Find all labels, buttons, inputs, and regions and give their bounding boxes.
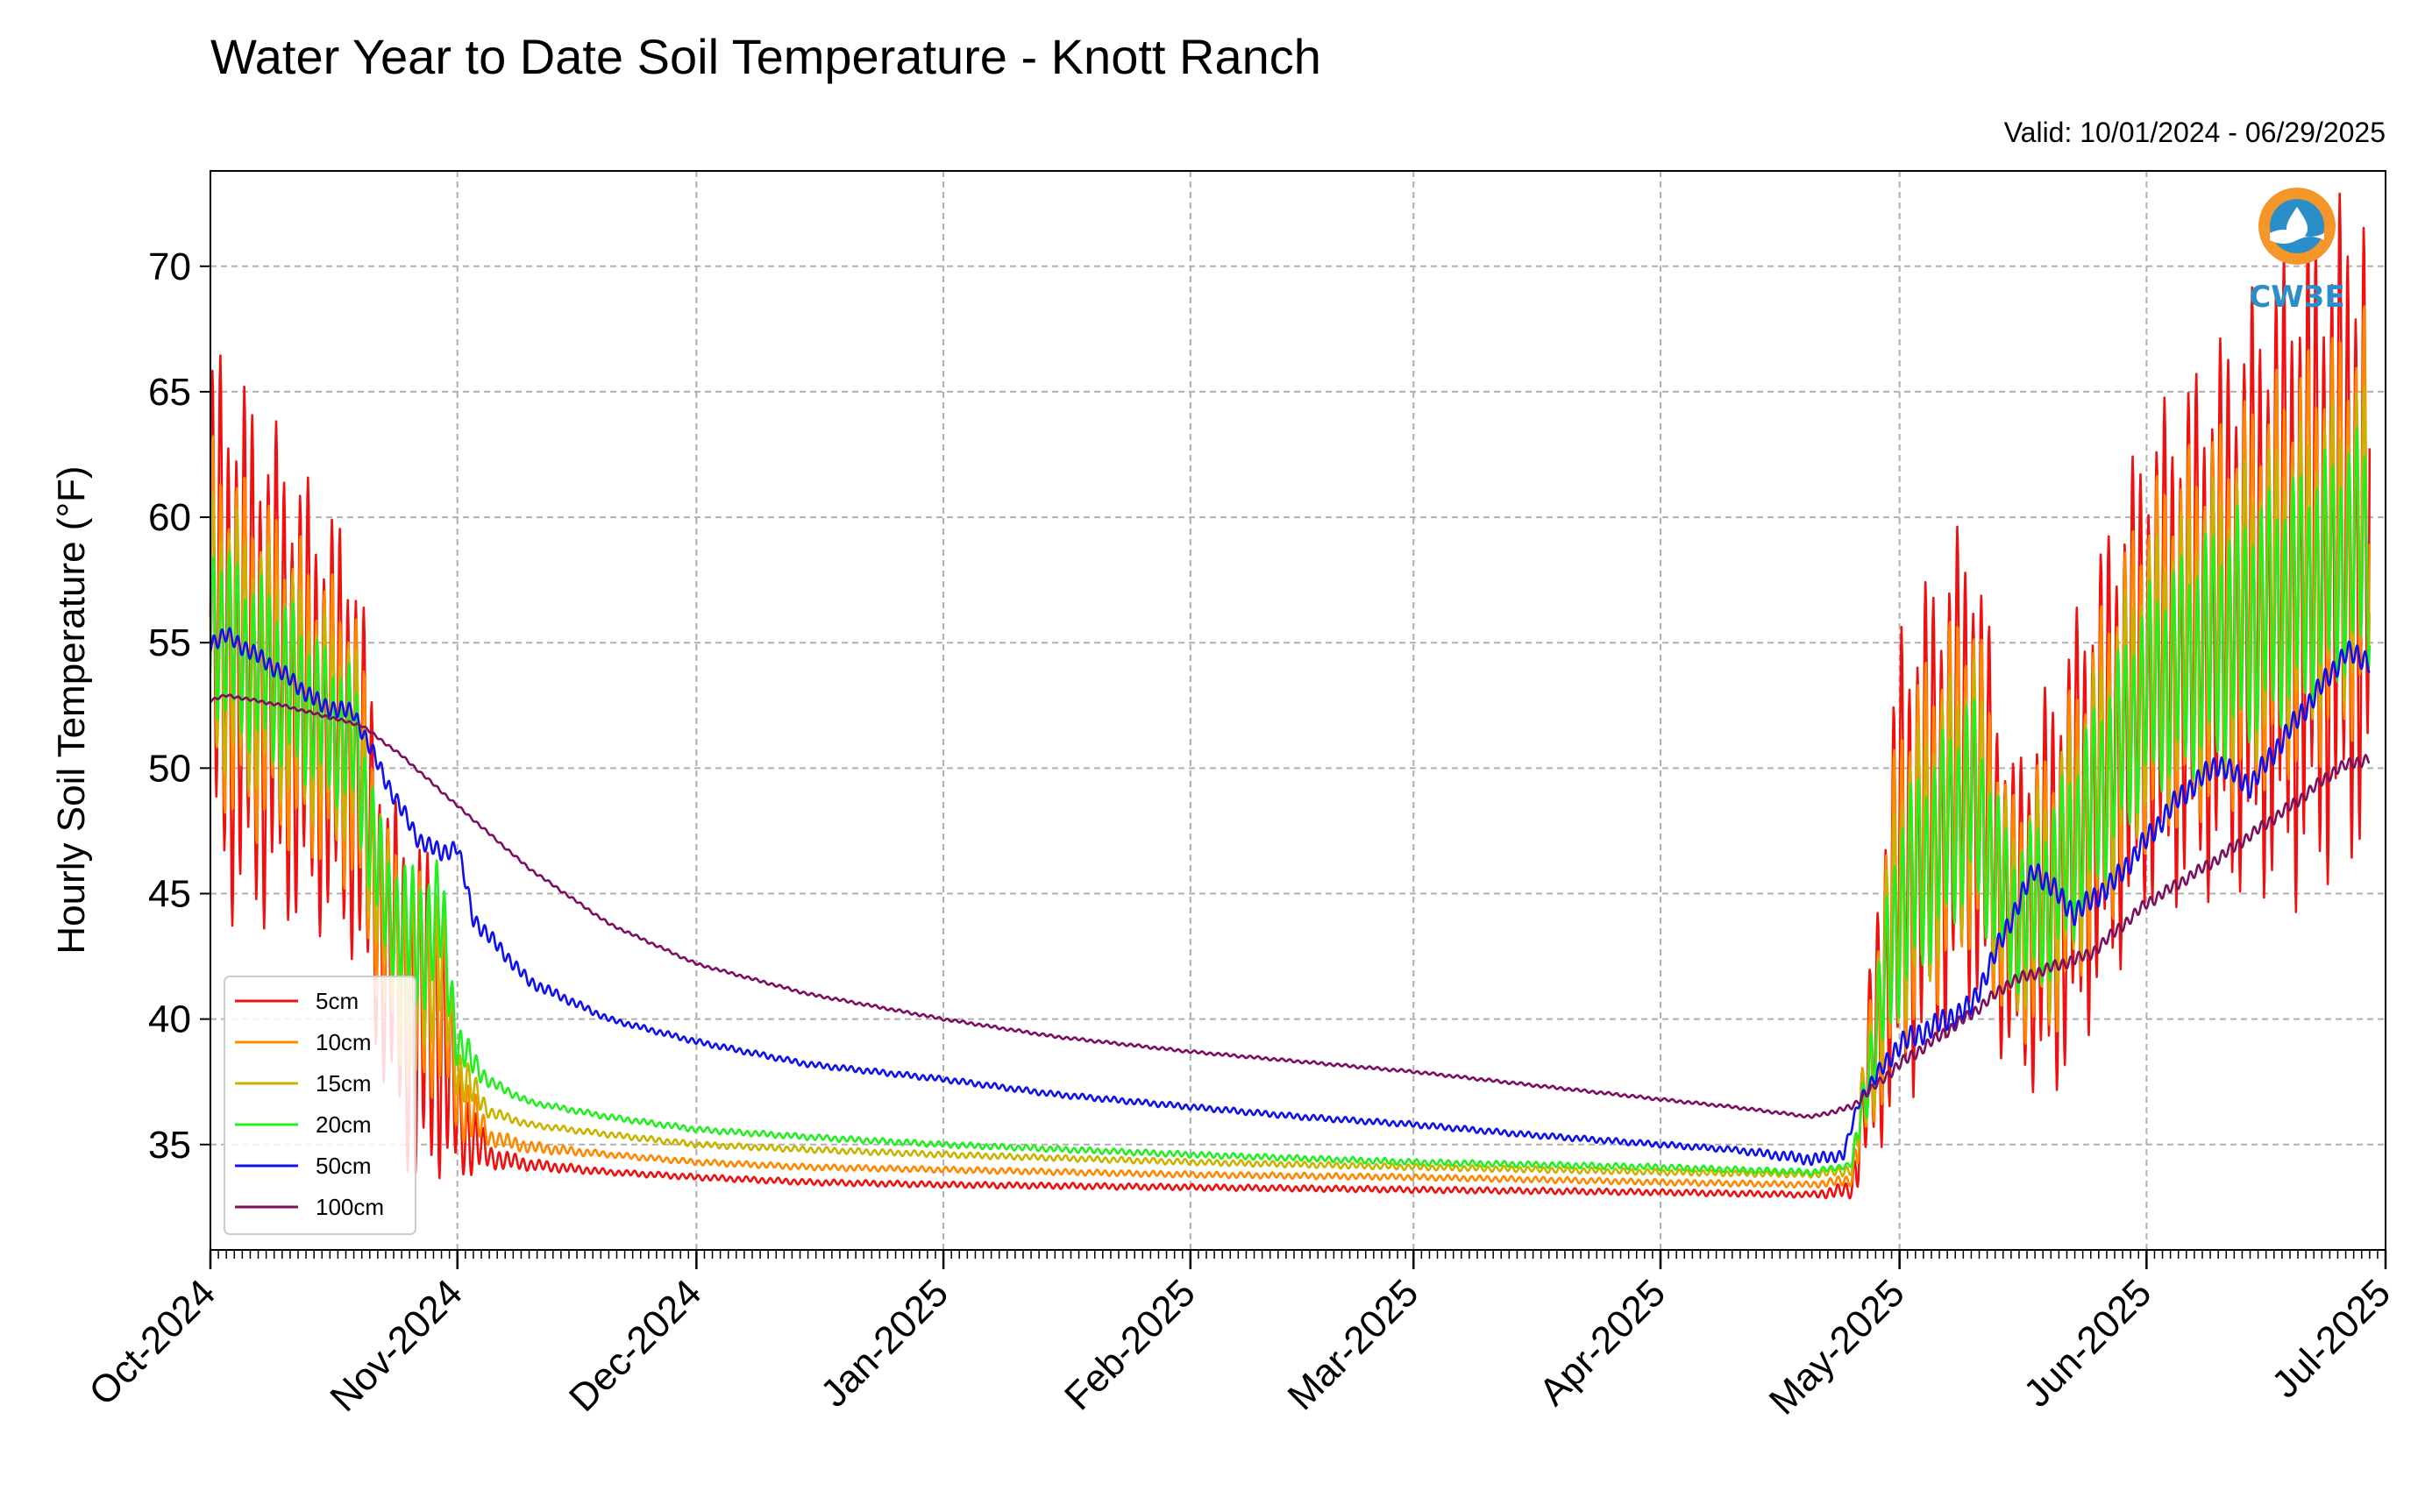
y-tick-label: 50 [148,747,191,790]
legend-label: 10cm [316,1029,372,1055]
series-line-10cm [209,305,2372,1189]
y-tick-label: 70 [148,245,191,288]
y-tick-label: 40 [148,998,191,1041]
legend-label: 15cm [316,1070,372,1097]
logo-drop-icon [2286,207,2308,239]
series-line-20cm [209,426,2372,1177]
y-tick-label: 55 [148,621,191,664]
y-tick-label: 65 [148,371,191,414]
y-tick-label: 60 [148,496,191,539]
cw3e-logo: CW3E [2249,188,2345,315]
y-tick-label: 35 [148,1124,191,1167]
y-axis-label: Hourly Soil Temperature (°F) [50,465,93,954]
y-tick-label: 45 [148,872,191,915]
logo-text: CW3E [2249,280,2344,315]
plot-area-frame [210,170,2386,1251]
legend-label: 100cm [316,1194,384,1220]
series-line-5cm [209,192,2372,1200]
series-lines [209,192,2372,1200]
legend-label: 20cm [316,1111,372,1138]
legend-label: 5cm [316,988,359,1014]
legend-label: 50cm [316,1153,372,1179]
chart-title: Water Year to Date Soil Temperature - Kn… [210,29,1321,84]
legend: 5cm 10cm 15cm 20cm 50cm 100cm [224,976,416,1235]
series-line-50cm [209,627,2371,1167]
series-line-100cm [210,693,2371,1119]
chart-subtitle: Valid: 10/01/2024 - 06/29/2025 [2004,117,2386,148]
